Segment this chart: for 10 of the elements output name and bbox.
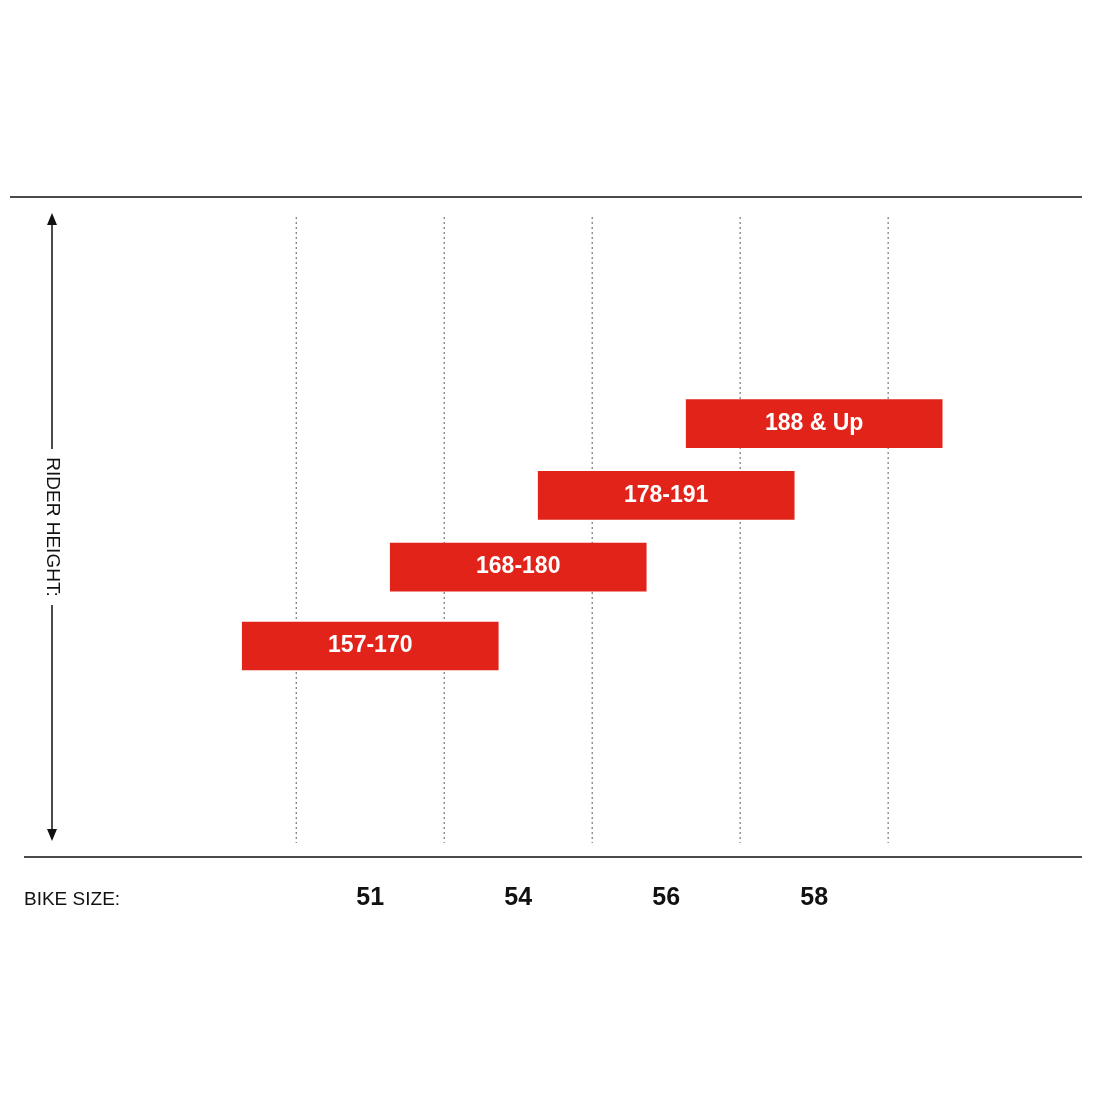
category-label: 51 xyxy=(356,881,385,910)
data-label: 178-191 xyxy=(623,480,709,507)
category-label: 56 xyxy=(652,881,681,910)
data-label: 157-170 xyxy=(328,631,413,658)
category-label: 58 xyxy=(800,881,829,910)
text: BIKE SIZE: xyxy=(24,888,121,910)
data-label: 188 & Up xyxy=(764,408,864,435)
text: RIDER HEIGHT: xyxy=(42,457,64,597)
category-label: 54 xyxy=(504,881,533,910)
data-label: 168-180 xyxy=(476,552,561,579)
